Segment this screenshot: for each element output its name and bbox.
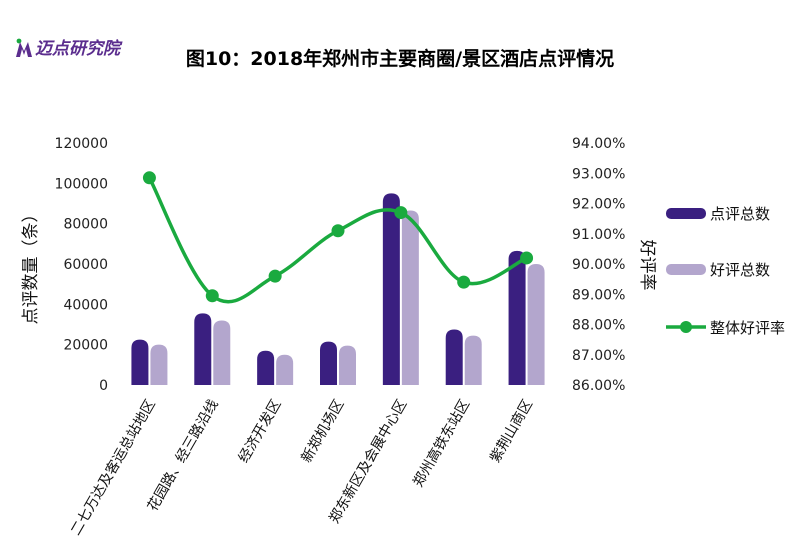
logo: 迈点研究院 bbox=[16, 38, 123, 59]
bar-positive-total bbox=[464, 335, 482, 385]
category-label: 花园路、经三路沿线 bbox=[145, 397, 222, 514]
legend-swatch-positive bbox=[666, 264, 706, 275]
bar-positive-total bbox=[276, 354, 294, 385]
bar-reviews-total bbox=[508, 250, 526, 385]
bar-positive-total bbox=[339, 345, 356, 385]
legend-label-positive: 好评总数 bbox=[710, 261, 770, 279]
rate-point bbox=[268, 269, 282, 283]
rate-point bbox=[457, 275, 471, 289]
y2-axis-title: 好评率 bbox=[637, 240, 657, 291]
rate-point bbox=[331, 224, 345, 238]
y-axis-left: 0 20000 40000 60000 80000 100000 120000 bbox=[55, 136, 108, 394]
y2-tick-label: 90.00% bbox=[572, 257, 625, 273]
bar-positive-total bbox=[401, 210, 419, 385]
bar-reviews-total bbox=[445, 329, 463, 385]
rate-point bbox=[394, 206, 408, 220]
category-label: 郑州高铁东站区 bbox=[409, 397, 473, 490]
y2-tick-label: 88.00% bbox=[572, 318, 625, 334]
legend-item-reviews: 点评总数 bbox=[666, 205, 770, 223]
category-label: 二七万达及客运总站地区 bbox=[67, 397, 159, 539]
rate-point bbox=[520, 251, 534, 265]
y2-tick-label: 86.00% bbox=[572, 378, 625, 394]
line-series bbox=[142, 171, 534, 304]
y2-tick-label: 91.00% bbox=[572, 227, 625, 243]
y2-tick-label: 94.00% bbox=[572, 136, 625, 152]
bar-positive-total bbox=[527, 264, 545, 385]
rate-point bbox=[142, 171, 156, 185]
y-axis-right: 86.00% 87.00% 88.00% 89.00% 90.00% 91.00% 92.0… bbox=[572, 136, 625, 394]
bar-series bbox=[131, 193, 545, 385]
y2-tick-label: 89.00% bbox=[572, 287, 625, 303]
legend: 点评总数 好评总数 整体好评率 bbox=[666, 205, 785, 337]
y-tick-label: 60000 bbox=[63, 257, 108, 273]
y-tick-label: 100000 bbox=[55, 176, 108, 192]
y-axis-title: 点评数量（条） bbox=[21, 206, 41, 325]
category-label: 新郑机场区 bbox=[299, 397, 348, 466]
chart-title: 图10：2018年郑州市主要商圈/景区酒店点评情况 bbox=[185, 48, 615, 70]
bar-positive-total bbox=[213, 320, 231, 385]
y-tick-label: 40000 bbox=[63, 297, 108, 313]
legend-swatch-reviews bbox=[666, 208, 706, 219]
logo-mark-icon bbox=[16, 38, 32, 57]
bar-reviews-total bbox=[382, 193, 400, 385]
y-tick-label: 80000 bbox=[63, 217, 108, 233]
y2-tick-label: 93.00% bbox=[572, 166, 625, 182]
bar-reviews-total bbox=[320, 341, 337, 385]
y2-tick-label: 92.00% bbox=[572, 197, 625, 213]
y2-tick-label: 87.00% bbox=[572, 348, 625, 364]
category-label: 紫荆山商区 bbox=[487, 397, 536, 466]
legend-item-positive: 好评总数 bbox=[666, 261, 770, 279]
bar-positive-total bbox=[150, 344, 168, 385]
bar-reviews-total bbox=[194, 313, 212, 385]
y-tick-label: 20000 bbox=[63, 338, 108, 354]
category-label: 经济开发区 bbox=[236, 397, 285, 466]
bar-reviews-total bbox=[257, 350, 275, 385]
legend-label-rate: 整体好评率 bbox=[710, 319, 785, 337]
logo-text: 迈点研究院 bbox=[35, 39, 123, 59]
legend-label-reviews: 点评总数 bbox=[710, 205, 770, 223]
y-tick-label: 120000 bbox=[55, 136, 108, 152]
legend-marker-rate bbox=[680, 321, 692, 333]
y-tick-label: 0 bbox=[99, 378, 108, 394]
rate-point bbox=[205, 289, 219, 303]
bar-reviews-total bbox=[131, 339, 149, 385]
legend-item-rate: 整体好评率 bbox=[666, 319, 785, 337]
